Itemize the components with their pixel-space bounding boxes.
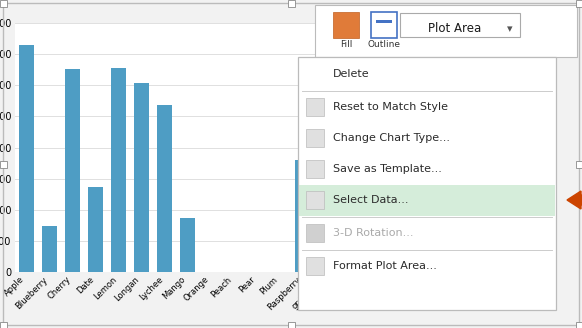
Bar [306, 129, 324, 147]
Bar [376, 20, 392, 23]
Bar [576, 322, 582, 328]
Text: ▾: ▾ [507, 24, 513, 34]
Bar [315, 5, 577, 57]
Bar [306, 191, 324, 209]
Text: 3-D Rotation...: 3-D Rotation... [333, 228, 413, 238]
Text: Plot Area: Plot Area [428, 22, 482, 34]
Bar [157, 105, 172, 272]
Bar [333, 12, 359, 38]
Text: Reset to Match Style: Reset to Match Style [333, 102, 448, 112]
Bar [306, 98, 324, 116]
Text: Change Chart Type...: Change Chart Type... [333, 133, 450, 143]
Bar [288, 322, 295, 328]
Bar [111, 68, 126, 272]
Bar [371, 12, 397, 38]
Bar [134, 83, 149, 272]
Bar [0, 0, 7, 7]
Bar [19, 45, 34, 272]
Bar [88, 187, 103, 272]
Text: Select Data...: Select Data... [333, 195, 409, 205]
Bar [0, 322, 7, 328]
Text: Outline: Outline [367, 40, 400, 49]
Bar [306, 257, 324, 275]
Bar [306, 160, 324, 178]
Bar [318, 263, 333, 272]
Bar [400, 13, 520, 37]
FancyArrow shape [567, 191, 582, 209]
Text: Delete: Delete [333, 69, 370, 79]
Bar [0, 161, 7, 168]
Bar [299, 185, 555, 216]
Text: Format Plot Area...: Format Plot Area... [333, 261, 437, 271]
Bar [288, 0, 295, 7]
Text: Fill: Fill [340, 40, 352, 49]
Bar [180, 218, 195, 272]
Text: Save as Template...: Save as Template... [333, 164, 442, 174]
Bar [306, 224, 324, 242]
Bar [576, 0, 582, 7]
Bar [296, 160, 310, 272]
Bar [65, 69, 80, 272]
Bar [42, 226, 56, 272]
Bar [576, 161, 582, 168]
Bar [298, 57, 556, 310]
